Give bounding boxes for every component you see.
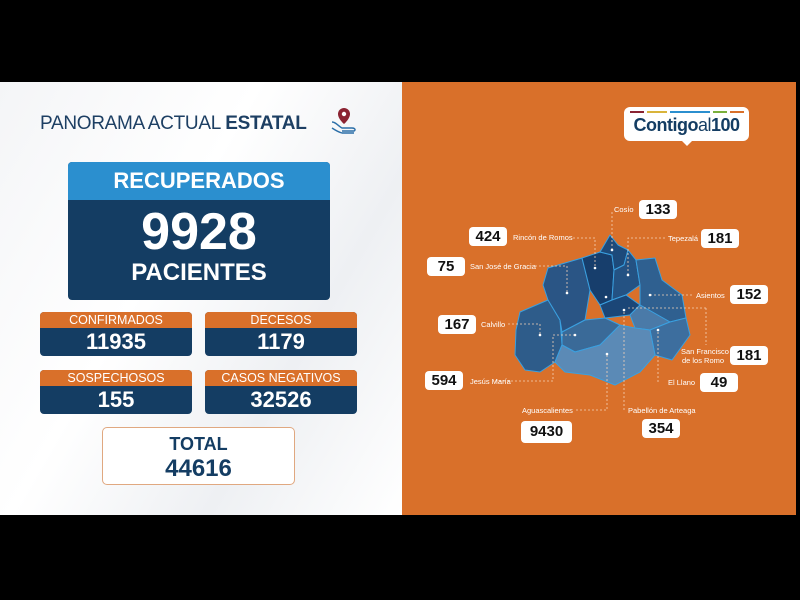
municipio-label-cosio: Cosío (614, 205, 634, 214)
municipio-label-asientos: Asientos (696, 291, 725, 300)
map-pin-hand-icon (331, 108, 356, 134)
recuperados-value: 9928 (141, 203, 257, 261)
stat-label: SOSPECHOSOS (40, 370, 192, 386)
title-light: PANORAMA ACTUAL (40, 113, 226, 134)
municipio-value-san-jose: 75 (427, 257, 465, 276)
contigo-al-100-logo: Contigoal100 (624, 107, 749, 146)
region-aguascalientes (554, 324, 656, 386)
title-bold: ESTATAL (225, 113, 307, 134)
stat-value: 11935 (86, 329, 146, 354)
municipio-label-san-francisco: San Francisco de los Romo (681, 347, 729, 365)
municipio-label-el-llano: El Llano (668, 378, 696, 387)
total-card: TOTAL 44616 (102, 427, 295, 485)
logo-color-bars (624, 107, 749, 113)
leader-lines (495, 212, 707, 411)
stat-value: 1179 (257, 329, 305, 354)
stat-card-casos-negativos: CASOS NEGATIVOS 32526 (205, 370, 357, 414)
municipio-value-jesus-maria: 594 (425, 371, 463, 390)
total-value: 44616 (165, 455, 232, 482)
municipio-value-aguascalientes: 9430 (521, 421, 572, 443)
municipio-value-asientos: 152 (730, 285, 768, 304)
stat-value: 32526 (250, 387, 312, 412)
label-line-2: de los Romo (681, 356, 725, 365)
municipio-value-tepezala: 181 (701, 229, 739, 248)
municipio-value-san-francisco: 181 (730, 346, 768, 365)
municipio-label-san-jose: San José de Gracia (470, 262, 536, 271)
logo-text-al: al (697, 115, 712, 135)
stat-label: CONFIRMADOS (40, 312, 192, 328)
stat-card-sospechosos: SOSPECHOSOS 155 (40, 370, 192, 414)
municipio-label-tepezala: Tepezalá (668, 234, 699, 243)
municipio-value-el-llano: 49 (700, 373, 738, 392)
municipio-label-aguascalientes: Aguascalientes (522, 406, 573, 415)
logo-text: Contigo (633, 115, 698, 135)
logo-text-100: 100 (710, 115, 740, 135)
municipio-label-jesus-maria: Jesús María (470, 377, 511, 386)
page-title: PANORAMA ACTUAL ESTATAL (40, 113, 307, 135)
stat-card-decesos: DECESOS 1179 (205, 312, 357, 356)
municipio-value-pabellon: 354 (642, 419, 680, 438)
stat-card-confirmados: CONFIRMADOS 11935 (40, 312, 192, 356)
total-label: TOTAL (169, 434, 228, 454)
recuperados-unit: PACIENTES (131, 259, 267, 286)
stat-label: CASOS NEGATIVOS (205, 370, 357, 386)
municipio-value-cosio: 133 (639, 200, 677, 219)
municipality-dots (538, 248, 660, 356)
recuperados-card: RECUPERADOS 9928 PACIENTES (68, 162, 330, 300)
label-line-1: San Francisco (681, 347, 729, 356)
municipio-label-pabellon: Pabellón de Arteaga (628, 406, 696, 415)
municipio-value-calvillo: 167 (438, 315, 476, 334)
recuperados-label: RECUPERADOS (68, 162, 330, 200)
municipio-value-rincon: 424 (469, 227, 507, 246)
stat-value: 155 (97, 387, 135, 412)
municipio-label-rincon: Rincón de Romos (513, 233, 573, 242)
stat-label: DECESOS (205, 312, 357, 328)
municipio-label-calvillo: Calvillo (481, 320, 506, 329)
